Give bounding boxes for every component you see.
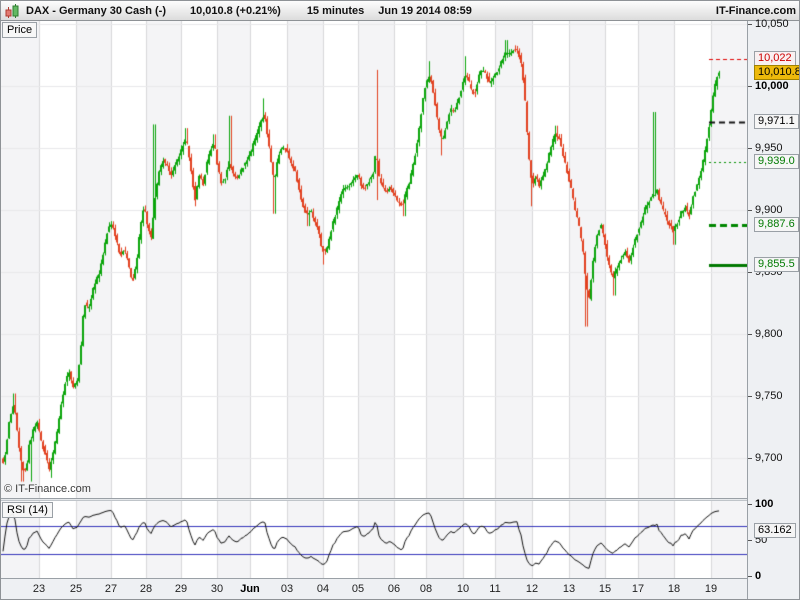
watermark: © IT-Finance.com: [4, 483, 91, 495]
time-axis-label: 06: [387, 583, 401, 595]
price-pane[interactable]: Price © IT-Finance.com: [1, 21, 747, 498]
price-axis-tick: 9,700: [755, 452, 783, 464]
timeframe-label: 15 minutes: [306, 4, 365, 17]
time-axis-label: Jun: [240, 583, 260, 595]
price-axis-tick-tickmark: [748, 334, 752, 335]
rsi-axis-tick: 0: [755, 570, 762, 582]
last-price-change: 10,010.8 (+0.21%): [189, 4, 281, 17]
time-axis-label: 23: [32, 583, 46, 595]
price-axis-tick: 9,750: [755, 390, 783, 402]
time-axis-label: 25: [69, 583, 83, 595]
time-axis-label: 04: [316, 583, 330, 595]
time-axis-label: 10: [456, 583, 470, 595]
time-axis-label: 18: [667, 583, 681, 595]
time-axis-label: 15: [598, 583, 612, 595]
time-axis-label: 28: [139, 583, 153, 595]
candlestick-logo-icon: [4, 3, 21, 19]
level-label-9887[interactable]: 9,887.6: [754, 217, 799, 233]
time-axis[interactable]: 23 25 27 28 29 30 Jun 03 04 05 06 08 10 11 12 13 15 17 18 1…: [1, 578, 747, 599]
time-axis-label: 05: [351, 583, 365, 595]
level-label-9971[interactable]: 9,971.1: [754, 113, 799, 129]
time-axis-label: 29: [174, 583, 188, 595]
rsi-axis-tick-tickmark: [748, 576, 752, 577]
title-bar: DAX - Germany 30 Cash (-) 10,010.8 (+0.2…: [1, 1, 799, 21]
rsi-axis-tick-tickmark: [748, 540, 752, 541]
time-axis-label: 03: [280, 583, 294, 595]
level-label-10022[interactable]: 10,022: [754, 50, 796, 66]
price-pane-label: Price: [2, 22, 38, 38]
rsi-chart-canvas[interactable]: [1, 501, 747, 578]
rsi-axis-tick-tickmark: [748, 504, 752, 505]
time-axis-label: 08: [419, 583, 433, 595]
price-axis-tick-tickmark: [748, 396, 752, 397]
price-axis-tick: 10,000: [755, 80, 789, 92]
price-axis-tick: 9,800: [755, 328, 783, 340]
rsi-pane[interactable]: RSI (14): [1, 501, 747, 578]
time-axis-label: 17: [631, 583, 645, 595]
time-axis-label: 12: [525, 583, 539, 595]
brand-label: IT-Finance.com: [715, 4, 796, 17]
price-axis-tick: 9,950: [755, 142, 783, 154]
time-axis-label: 27: [104, 583, 118, 595]
current-price-label: 10,010.8: [754, 64, 799, 80]
level-label-9939[interactable]: 9,939.0: [754, 153, 799, 169]
price-axis-tick-tickmark: [748, 458, 752, 459]
time-axis-label: 19: [704, 583, 718, 595]
price-axis-tick: 10,050: [755, 18, 789, 30]
price-axis-tick-tickmark: [748, 272, 752, 273]
time-axis-label: 13: [562, 583, 576, 595]
time-axis-label: 11: [489, 583, 501, 595]
price-axis[interactable]: 10,022 10,010.8 9,971.1 9,939.0 9,887.6 …: [747, 18, 799, 599]
instrument-title: DAX - Germany 30 Cash (-): [26, 4, 166, 17]
price-axis-tick-tickmark: [748, 210, 752, 211]
level-label-9855[interactable]: 9,855.5: [754, 257, 799, 273]
price-axis-tick-tickmark: [748, 148, 752, 149]
datetime-label: Jun 19 2014 08:59: [378, 4, 472, 17]
price-chart-canvas[interactable]: [1, 21, 747, 498]
time-axis-label: 30: [210, 583, 224, 595]
price-axis-tick-tickmark: [748, 24, 752, 25]
pane-divider[interactable]: [1, 498, 747, 501]
price-axis-tick-tickmark: [748, 86, 752, 87]
rsi-value-label: 63.162: [754, 522, 796, 538]
rsi-axis-tick: 100: [755, 498, 774, 510]
price-axis-tick: 9,900: [755, 204, 783, 216]
rsi-pane-label: RSI (14): [2, 502, 53, 518]
